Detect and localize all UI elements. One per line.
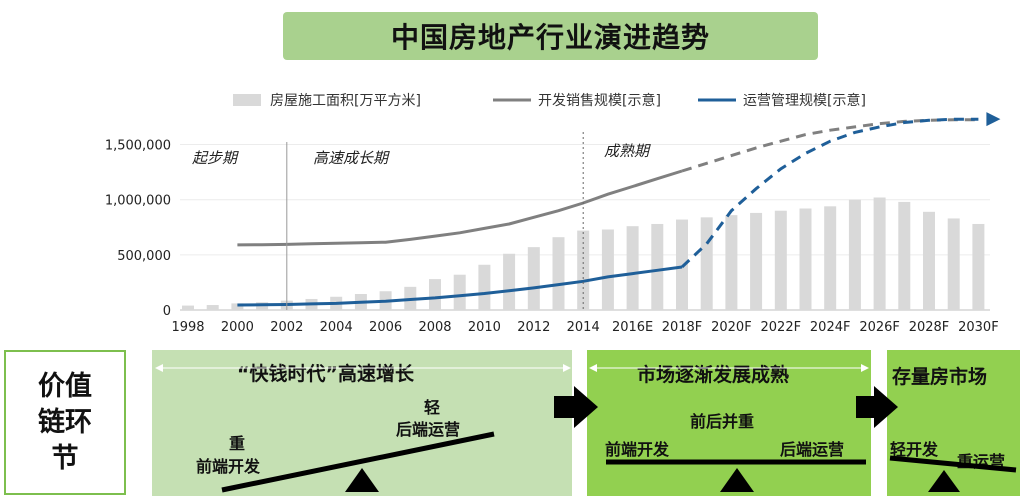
bar-2010 [478, 264, 491, 310]
sales-line-dashed [681, 118, 979, 173]
y-tick-label: 500,000 [117, 249, 171, 264]
bar-1998 [182, 305, 194, 310]
phase3-back-label: 重运营 [957, 452, 1006, 471]
phase2-title: 市场逐渐发展成熟 [637, 364, 790, 386]
y-tick-label: 1,500,000 [105, 139, 171, 154]
phase1-panel: “快钱时代”高速增长 重 前端开发 轻 后端运营 [152, 350, 572, 496]
bar-2012 [527, 247, 540, 310]
bar-2029 [947, 218, 960, 310]
legend-ops-label: 运营管理规模[示意] [743, 92, 866, 109]
phase1-back-label: 后端运营 [396, 420, 461, 439]
legend-bar-label: 房屋施工面积[万平方米] [270, 93, 421, 109]
ops-line-arrow-icon [986, 112, 1001, 127]
bar-2013 [552, 237, 565, 310]
x-tick-label: 2018F [662, 320, 703, 335]
bar-2000 [231, 303, 244, 310]
x-tick-label: 2012 [517, 320, 550, 335]
chart-axes: 0 500,000 1,000,000 1,500,000 1998 2000 2002 20… [105, 139, 999, 335]
x-tick-label: 2030F [958, 320, 999, 335]
y-tick-label: 1,000,000 [105, 194, 171, 209]
bar-2023 [799, 208, 812, 310]
ops-line-solid [237, 265, 683, 307]
phase2-front-label: 前端开发 [605, 440, 670, 459]
phase2-panel: 市场逐渐发展成熟 前后并重 前端开发 后端运营 [587, 350, 871, 496]
ops-line-dashed [680, 117, 979, 269]
phase1-front-label: 前端开发 [196, 457, 261, 476]
page-title: 中国房地产行业演进趋势 [283, 12, 818, 60]
bar-series [182, 197, 985, 310]
bar-2024F [824, 206, 837, 310]
bar-2009 [453, 274, 466, 310]
phase3-panel: 存量房市场 轻开发 重运营 [887, 350, 1020, 496]
line-series [237, 112, 1001, 307]
phase-annotation: 高速成长期 [313, 149, 390, 167]
bar-2016E [626, 226, 639, 310]
y-tick-label: 0 [163, 304, 171, 319]
x-tick-label: 2028F [909, 320, 950, 335]
x-tick-label: 2014 [567, 320, 600, 335]
phase-annotation: 成熟期 [604, 142, 651, 160]
bar-2030F [972, 223, 985, 310]
bar-2011 [503, 253, 516, 310]
bar-2008 [429, 279, 441, 310]
bar-2021 [750, 212, 763, 310]
phase1-title: “快钱时代”高速增长 [237, 363, 414, 385]
x-tick-label: 1998 [171, 320, 204, 335]
phase2-both-label: 前后并重 [690, 412, 755, 431]
phase-annotation: 起步期 [192, 149, 239, 167]
bar-1999 [206, 305, 219, 310]
bar-2026F [873, 197, 886, 310]
x-tick-label: 2008 [418, 320, 451, 335]
bar-2018F [676, 219, 688, 310]
phase3-front-label: 轻开发 [890, 440, 939, 459]
trend-chart: 房屋施工面积[万平方米] 开发销售规模[示意] 运营管理规模[示意] 0 500,00… [105, 92, 1001, 335]
phase2-back-label: 后端运营 [780, 440, 845, 459]
x-tick-label: 2022F [761, 320, 802, 335]
x-tick-label: 2020F [711, 320, 752, 335]
bar-2020F [725, 215, 738, 310]
phase1-heavy-label: 重 [229, 434, 246, 453]
bar-2015 [601, 229, 614, 310]
sales-line-solid [237, 169, 683, 247]
x-tick-label: 2004 [320, 320, 353, 335]
bar-2028F [923, 211, 935, 310]
phase-annotations: 起步期 高速成长期 成熟期 [192, 132, 651, 310]
phase1-light-label: 轻 [424, 398, 441, 417]
x-tick-label: 2000 [221, 320, 254, 335]
legend-bar-swatch [233, 94, 261, 106]
bar-2027 [898, 201, 911, 310]
bar-2019 [700, 217, 713, 310]
x-tick-label: 2016E [612, 320, 653, 335]
value-chain-label-text: 价值链环节 [38, 370, 92, 474]
bar-2014 [577, 230, 590, 310]
x-tick-label: 2010 [468, 320, 501, 335]
value-chain-label: 价值链环节 [4, 350, 126, 495]
x-tick-label: 2026F [859, 320, 900, 335]
bar-2025 [848, 199, 861, 310]
x-tick-label: 2024F [810, 320, 851, 335]
phase3-title: 存量房市场 [892, 366, 988, 388]
chart-legend: 房屋施工面积[万平方米] 开发销售规模[示意] 运营管理规模[示意] [233, 92, 866, 109]
x-tick-label: 2006 [369, 320, 402, 335]
x-tick-label: 2002 [270, 320, 303, 335]
bar-2017 [651, 223, 664, 310]
legend-sales-label: 开发销售规模[示意] [538, 92, 661, 109]
bar-2022F [774, 210, 787, 310]
